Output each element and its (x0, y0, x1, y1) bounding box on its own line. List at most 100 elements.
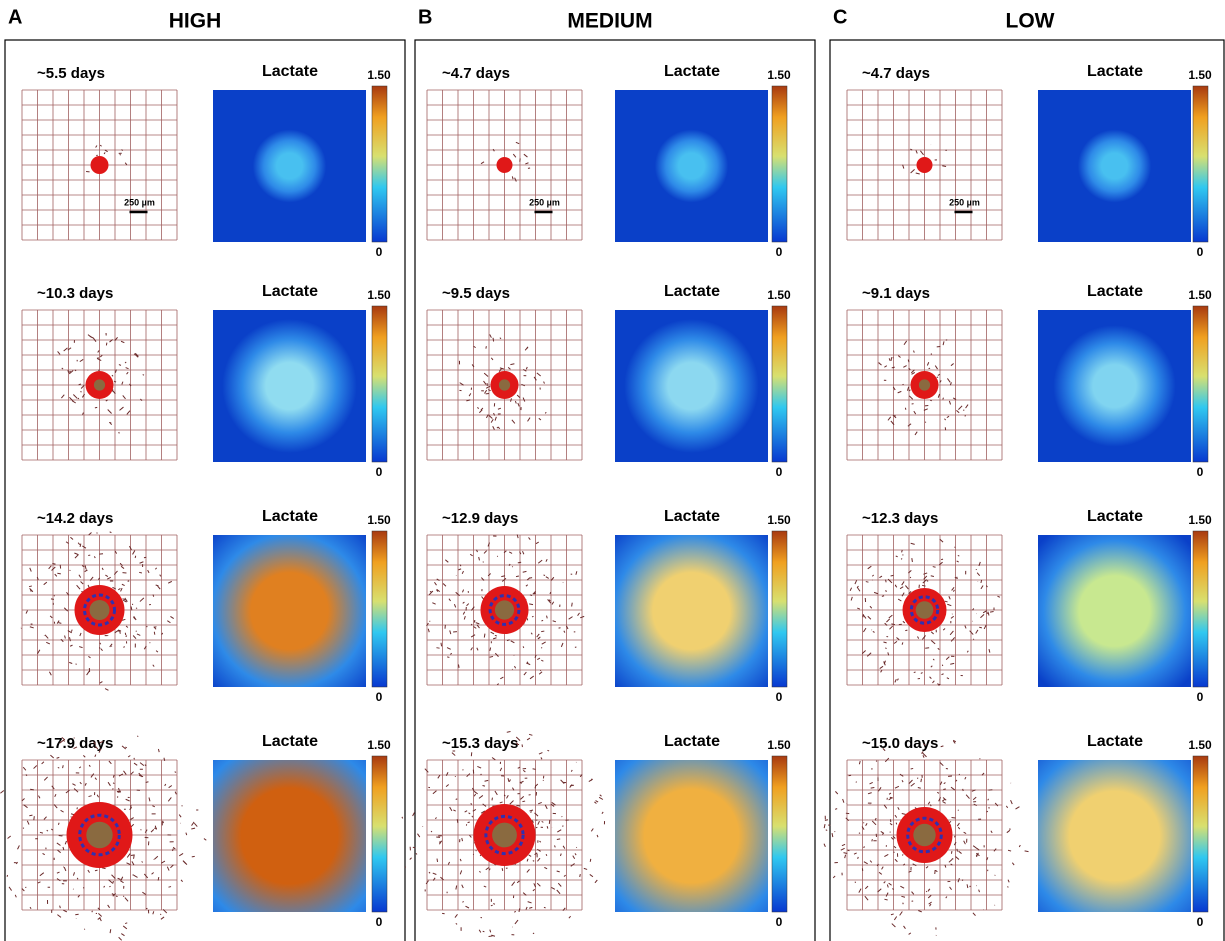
vessel-sprout (915, 432, 917, 435)
colorbar (1193, 756, 1208, 912)
vessel-sprout (892, 924, 896, 927)
heatmap-title: Lactate (1087, 283, 1143, 300)
vessel-sprout (857, 587, 860, 591)
vessel-sprout (479, 871, 480, 872)
vessel-sprout (527, 859, 528, 862)
vessel-sprout (482, 786, 484, 787)
vessel-sprout (78, 543, 80, 545)
vessel-sprout (527, 347, 528, 348)
vessel-sprout (552, 602, 554, 605)
colorbar-min: 0 (376, 465, 383, 479)
vessel-sprout (1025, 851, 1029, 852)
vessel-sprout (425, 769, 428, 773)
vessel-sprout (58, 823, 59, 825)
vessel-sprout (136, 608, 137, 609)
vessel-sprout (849, 775, 852, 776)
vessel-sprout (557, 839, 560, 840)
vessel-sprout (518, 562, 521, 563)
vessel-sprout (49, 566, 52, 569)
vessel-sprout (909, 780, 913, 784)
heatmap-title: Lactate (664, 508, 720, 525)
vessel-sprout (42, 762, 44, 764)
vessel-sprout (490, 930, 491, 933)
time-label: ~15.3 days (442, 735, 518, 752)
vessel-sprout (79, 647, 82, 648)
vessel-sprout (75, 914, 78, 915)
vessel-sprout (557, 830, 561, 832)
colorbar-max: 1.50 (767, 288, 791, 302)
vessel-sprout (18, 845, 20, 849)
vessel-sprout (918, 910, 921, 911)
vessel-sprout (26, 611, 27, 614)
vessel-sprout (78, 895, 80, 897)
vessel-sprout (465, 906, 469, 908)
vessel-sprout (112, 375, 113, 376)
vessel-sprout (949, 596, 950, 599)
vessel-sprout (526, 367, 527, 369)
vessel-sprout (957, 849, 958, 852)
vessel-sprout (533, 933, 534, 934)
panel-title: MEDIUM (567, 10, 652, 33)
vessel-sprout (119, 432, 120, 433)
vessel-sprout (911, 169, 915, 173)
vessel-sprout (484, 886, 486, 887)
vessel-sprout (34, 765, 37, 768)
vessel-sprout (70, 537, 73, 539)
vessel-sprout (110, 929, 111, 933)
heatmap-glow (213, 90, 366, 242)
vessel-sprout (101, 649, 103, 651)
vessel-sprout (455, 914, 458, 917)
vessel-sprout (943, 398, 944, 400)
vessel-sprout (120, 881, 123, 883)
vessel-sprout (900, 587, 903, 589)
vessel-sprout (60, 906, 61, 908)
vessel-sprout (958, 555, 959, 556)
vessel-sprout (984, 625, 986, 629)
time-label: ~9.5 days (442, 285, 510, 302)
vessel-sprout (87, 671, 90, 675)
vessel-sprout (953, 590, 954, 592)
vessel-sprout (490, 648, 491, 651)
vessel-sprout (595, 880, 597, 883)
vessel-sprout (154, 856, 158, 859)
vessel-sprout (547, 750, 549, 751)
vessel-sprout (123, 926, 127, 929)
vessel-sprout (914, 411, 916, 414)
vessel-sprout (537, 858, 540, 861)
vessel-sprout (123, 771, 126, 775)
vessel-sprout (167, 621, 170, 623)
vessel-sprout (524, 672, 526, 675)
vessel-sprout (57, 843, 61, 846)
vessel-sprout (894, 641, 897, 643)
vessel-sprout (868, 566, 872, 569)
vessel-sprout (125, 747, 127, 748)
panel-title: LOW (1006, 10, 1055, 33)
vessel-sprout (535, 813, 539, 816)
vessel-sprout (910, 577, 911, 578)
vessel-sprout (89, 532, 92, 534)
vessel-sprout (886, 580, 887, 583)
vessel-sprout (44, 582, 47, 585)
vessel-sprout (30, 907, 31, 909)
vessel-sprout (896, 823, 897, 825)
vessel-sprout (544, 867, 547, 868)
vessel-sprout (489, 936, 493, 937)
vessel-sprout (884, 854, 888, 856)
vessel-sprout (467, 604, 469, 606)
vessel-sprout (530, 810, 533, 811)
vessel-sprout (460, 565, 461, 567)
vessel-sprout (855, 882, 856, 883)
vessel-sprout (142, 861, 143, 862)
vessel-sprout (55, 574, 57, 576)
vessel-sprout (191, 828, 195, 829)
colorbar-min: 0 (776, 690, 783, 704)
vessel-sprout (143, 375, 144, 376)
vessel-sprout (457, 819, 458, 823)
vessel-sprout (551, 887, 554, 889)
vessel-sprout (140, 399, 142, 401)
vessel-sprout (95, 407, 97, 408)
simulation-image (402, 731, 605, 936)
colorbar-min: 0 (376, 915, 383, 929)
vessel-sprout (590, 859, 591, 862)
vessel-sprout (108, 905, 110, 908)
